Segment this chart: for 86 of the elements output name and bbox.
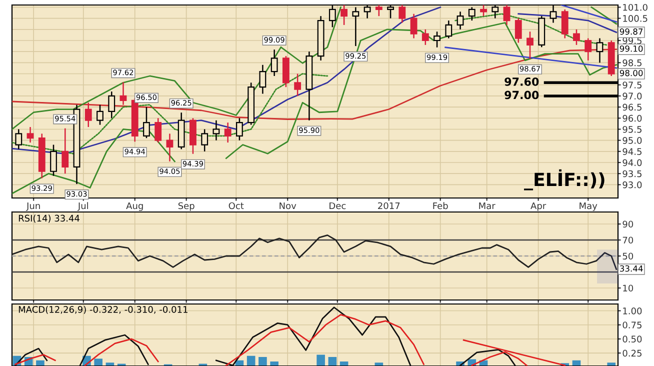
annotation: 99.87 [620, 28, 643, 35]
candlestick [526, 30, 534, 60]
candlestick [26, 126, 34, 144]
y-tick-label: 10 [623, 284, 634, 292]
chart-title: RSI(14) 33.44 [18, 214, 80, 223]
candlestick [201, 128, 208, 152]
x-tick-label: May [580, 202, 598, 211]
x-tick-label: Mar [479, 202, 496, 210]
bar [246, 356, 256, 366]
y-tick-label: 0.25 [622, 350, 642, 357]
ref-line-label: 97.60 [504, 77, 539, 86]
x-tick-label: Oct [228, 202, 244, 210]
candlestick [410, 13, 418, 39]
candlestick [596, 38, 604, 64]
bar [36, 360, 44, 366]
y-tick-label: 90 [622, 220, 634, 228]
x-tick-label: Jun [26, 202, 40, 211]
candlestick [224, 122, 232, 144]
candlestick [84, 102, 92, 128]
candlestick [573, 28, 580, 46]
y-tick-label: 94.0 [622, 159, 642, 166]
y-tick-label: 70 [622, 236, 634, 244]
candlestick [212, 120, 220, 141]
candlestick [120, 82, 127, 106]
candlestick [96, 104, 104, 126]
candlestick [294, 73, 302, 97]
candlestick [398, 5, 406, 24]
candlestick [340, 5, 348, 26]
candlestick [108, 90, 116, 119]
y-tick-label: 95.0 [622, 137, 642, 144]
bar [94, 358, 102, 366]
y-tick-label: 100.5 [623, 15, 648, 22]
y-tick-label: 94.5 [622, 148, 642, 155]
annotation: _ELİF::)) [524, 169, 604, 190]
y-tick-label: 0.75 [622, 322, 642, 328]
candlestick [445, 20, 452, 39]
bar [316, 354, 325, 366]
y-tick-label: 96.5 [622, 104, 642, 111]
x-tick-label: 2017 [378, 202, 400, 210]
annotation: 99.10 [620, 45, 643, 52]
x-tick-label: Nov [280, 202, 296, 210]
y-tick-label: 97.5 [622, 82, 642, 88]
y-tick-label: 95.5 [622, 126, 642, 133]
chart-title: MACD(12,26,9) -0.322, -0.310, -0.011 [18, 306, 188, 314]
y-tick-label: 93.0 [622, 181, 642, 188]
y-tick-label: 97.0 [622, 92, 642, 100]
x-tick-label: Aug [126, 202, 143, 211]
candlestick [514, 18, 522, 44]
candlestick [143, 106, 150, 139]
candlestick [236, 118, 243, 141]
candlestick [434, 30, 440, 48]
candlestick [154, 118, 162, 144]
annotation: 33.44 [620, 265, 643, 272]
bar [328, 356, 337, 366]
candlestick [259, 64, 266, 94]
candlestick [422, 28, 429, 46]
candlestick [166, 133, 174, 162]
x-tick-label: Feb [433, 202, 448, 210]
bar [258, 356, 267, 366]
bar [607, 362, 616, 366]
candlestick [456, 11, 464, 30]
candlestick [503, 5, 510, 26]
x-tick-label: Apr [530, 202, 546, 211]
y-tick-label: 99.5 [622, 37, 642, 44]
candlestick [480, 5, 487, 17]
candlestick [561, 8, 568, 39]
bar [270, 361, 278, 366]
candlestick [50, 144, 57, 176]
candlestick [15, 128, 22, 150]
y-tick-label: 50 [622, 252, 634, 260]
y-tick-label: 0.50 [622, 336, 642, 343]
annotation: 98.00 [620, 70, 643, 76]
y-tick-label: 96.0 [622, 114, 642, 122]
y-tick-label: 98.5 [622, 59, 642, 66]
y-tick-label: 93.5 [622, 170, 642, 178]
candlestick [62, 128, 69, 174]
line-series [12, 48, 618, 120]
ref-line-label: 97.00 [504, 90, 539, 100]
x-tick-label: Jul [77, 202, 88, 211]
y-tick-label: 101.0 [623, 4, 648, 11]
x-tick-label: Sep [178, 202, 194, 211]
candlestick [375, 5, 382, 17]
x-tick-label: Dec [330, 202, 346, 210]
y-tick-label: 1.00 [623, 307, 642, 314]
candlestick [270, 48, 278, 77]
candlestick [584, 38, 592, 62]
